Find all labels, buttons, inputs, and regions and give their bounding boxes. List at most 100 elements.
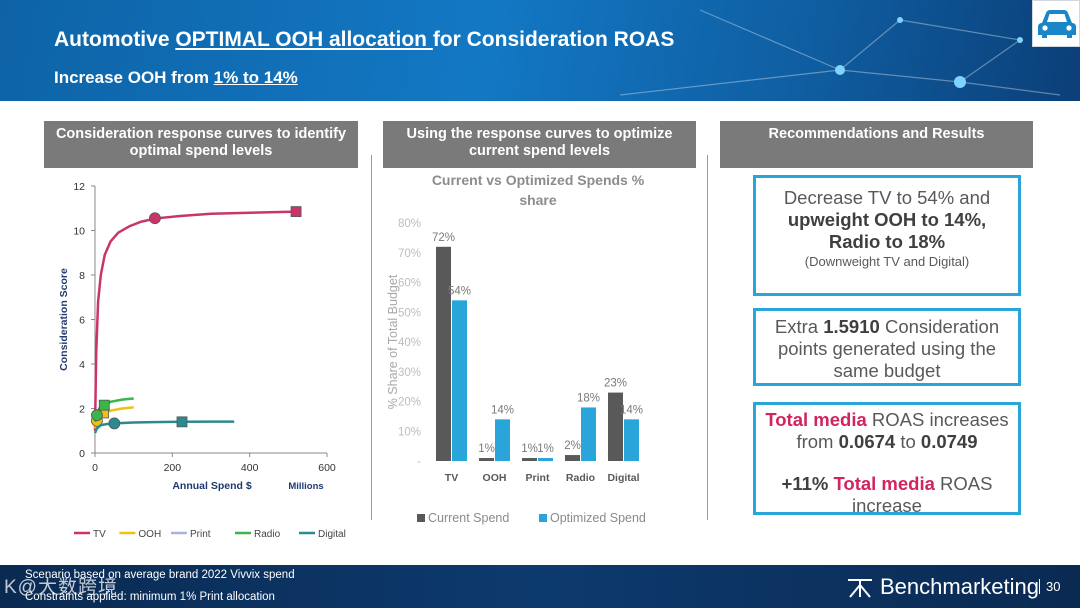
roas-line-3: +11% Total media ROAS: [781, 473, 993, 494]
y-tick-label: 12: [73, 181, 85, 193]
y-axis-title: % Share of Total Budget: [386, 274, 400, 409]
bar-label: 14%: [620, 404, 643, 416]
bar-label: 1%: [478, 443, 495, 455]
y-tick-label: 60%: [398, 278, 421, 290]
bar-label: 1%: [521, 443, 538, 455]
y-tick-label: 8: [79, 270, 85, 282]
x-category-label: Digital: [607, 472, 639, 484]
column-header-left: Consideration response curves to identif…: [44, 121, 358, 168]
bar-current-digital: [608, 392, 623, 461]
y-tick-label: 70%: [398, 248, 421, 260]
roas-line-4: increase: [852, 495, 922, 516]
legend-label: Optimized Spend: [550, 511, 646, 525]
benchmarketing-logo-icon: [848, 579, 872, 598]
y-tick-label: 0: [79, 448, 85, 460]
x-category-label: Radio: [566, 472, 595, 484]
slide-title: Automotive OPTIMAL OOH allocation for Co…: [54, 28, 675, 51]
bar-label: 1%: [537, 443, 554, 455]
legend-label-print: Print: [190, 529, 211, 540]
legend-label: Current Spend: [428, 511, 509, 525]
bar-chart-title-line2: share: [519, 192, 557, 208]
bar-optimized-radio: [581, 407, 596, 461]
marker-optimal-digital: [176, 416, 188, 428]
bar-label: 54%: [448, 285, 471, 297]
bar-current-tv: [436, 246, 451, 461]
bar-optimized-ooh: [495, 419, 510, 461]
y-tick-label: -: [417, 456, 421, 468]
bar-optimized-tv: [452, 300, 467, 461]
x-axis-unit: Millions: [288, 481, 323, 492]
x-tick-label: 400: [241, 462, 259, 474]
legend-swatch: [417, 514, 425, 522]
bar-label: 14%: [491, 404, 514, 416]
column-header-middle: Using the response curves to optimize cu…: [383, 121, 696, 168]
roas-box: Total media ROAS increases from 0.0674 t…: [753, 402, 1021, 516]
x-category-label: TV: [445, 472, 458, 484]
legend-label-radio: Radio: [254, 529, 281, 540]
bar-label: 2%: [564, 440, 581, 452]
response-curves-svg: 0 2 4 6 8 10 12 0 200 400 600 Annual Spend $ Million…: [58, 181, 346, 540]
marker-optimal-tv: [290, 206, 302, 217]
roas-line-1: Total media ROAS increases: [765, 409, 1009, 430]
footnote-scenario: Scenario based on average brand 2022 Viv…: [25, 569, 295, 581]
curve-tv: [93, 210, 297, 431]
y-tick-label: 80%: [398, 218, 421, 230]
rec-line-2: upweight OOH to 14%,: [787, 209, 987, 230]
consideration-points-box: Extra 1.5910 Consideration points genera…: [753, 308, 1021, 386]
legend-label-tv: TV: [93, 529, 106, 540]
bar-current-ooh: [479, 458, 494, 461]
roas-line-2: from 0.0674 to 0.0749: [796, 431, 978, 452]
x-tick-label: 0: [92, 462, 98, 474]
bar-label: 23%: [604, 378, 627, 390]
curve-digital: [93, 420, 235, 434]
rec-note: (Downweight TV and Digital): [804, 254, 970, 269]
brand-name: Benchmarketing: [880, 574, 1039, 599]
y-tick-label: 10: [73, 226, 85, 238]
x-axis-title: Annual Spend $: [172, 480, 252, 492]
rec-line-1: Decrease TV to 54% and: [783, 187, 991, 208]
legend-swatch: [539, 514, 547, 522]
legend-label-ooh: OOH: [138, 529, 161, 540]
spend-share-svg: Current vs Optimized Spends % share - 10% 20…: [386, 172, 646, 525]
y-tick-label: 10%: [398, 426, 421, 438]
column-divider: [371, 155, 372, 520]
footnote-constraints: Constraints applied: minimum 1% Print al…: [25, 591, 275, 603]
x-category-label: OOH: [483, 472, 507, 484]
y-tick-label: 2: [79, 404, 85, 416]
y-tick-label: 30%: [398, 367, 421, 379]
y-tick-label: 40%: [398, 337, 421, 349]
legend-label-digital: Digital: [318, 529, 346, 540]
y-tick-label: 4: [79, 359, 85, 371]
footer-banner: Scenario based on average brand 2022 Viv…: [0, 565, 1080, 608]
x-tick-label: 200: [164, 462, 182, 474]
marker-optimal-radio: [98, 399, 110, 411]
y-axis-title: Consideration Score: [58, 268, 70, 371]
column-divider: [707, 155, 708, 520]
marker-current-radio: [91, 409, 103, 422]
marker-current-tv: [149, 212, 161, 225]
slide-subtitle: Increase OOH from 1% to 14%: [54, 68, 298, 87]
recommendation-box: Decrease TV to 54% and upweight OOH to 1…: [753, 175, 1021, 296]
marker-current-digital: [108, 417, 121, 430]
bar-optimized-print: [538, 458, 553, 461]
bar-optimized-digital: [624, 419, 639, 461]
header-banner: Automotive OPTIMAL OOH allocation for Co…: [0, 0, 1080, 101]
rec-line-3: Radio to 18%: [828, 231, 946, 252]
x-category-label: Print: [526, 472, 550, 484]
column-header-right: Recommendations and Results: [720, 121, 1033, 168]
bar-current-print: [522, 458, 537, 461]
consideration-points-text: Extra 1.5910 Consideration points genera…: [774, 316, 1000, 381]
y-tick-label: 50%: [398, 307, 421, 319]
bar-chart-title-line1: Current vs Optimized Spends %: [432, 172, 645, 188]
response-curves-chart: 0 2 4 6 8 10 12 0 200 400 600 Annual Spend $ Million…: [44, 170, 364, 545]
car-icon: [1038, 10, 1076, 38]
spend-share-chart: Current vs Optimized Spends % share - 10% 20…: [385, 170, 685, 535]
car-icon-box: [1032, 0, 1080, 47]
bar-current-radio: [565, 455, 580, 461]
page-number: 30: [1039, 579, 1060, 594]
bar-label: 18%: [577, 392, 600, 404]
network-decoration: [619, 9, 1061, 96]
y-tick-label: 6: [79, 315, 85, 327]
x-tick-label: 600: [318, 462, 336, 474]
bar-label: 72%: [432, 232, 455, 244]
